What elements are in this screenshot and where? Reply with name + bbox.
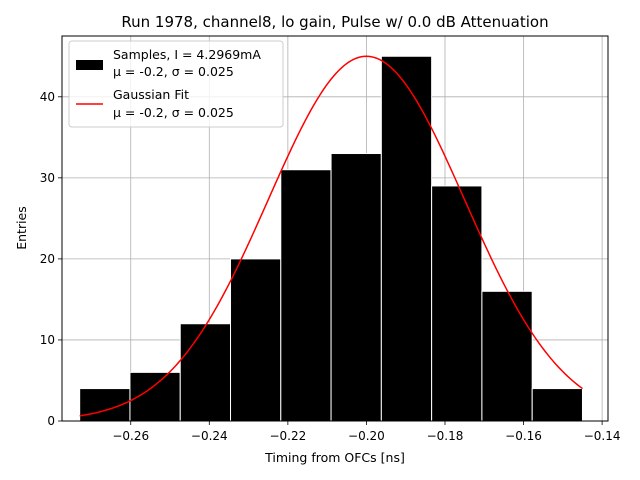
histogram-bar (280, 169, 332, 422)
y-axis-ticks: 0 10 20 30 40 (40, 90, 62, 428)
legend-samples-stats: μ = -0.2, σ = 0.025 (113, 64, 234, 79)
x-tick-label: −0.14 (584, 429, 621, 443)
x-tick-label: −0.26 (112, 429, 149, 443)
legend-samples-label: Samples, I = 4.2969mA (113, 47, 261, 62)
legend: Samples, I = 4.2969mA μ = -0.2, σ = 0.02… (68, 40, 284, 128)
y-axis-label: Entries (14, 206, 29, 250)
x-axis-ticks: −0.26 −0.24 −0.22 −0.20 −0.18 −0.16 −0.14 (112, 421, 620, 443)
x-tick-label: −0.16 (505, 429, 542, 443)
histogram-bar (179, 323, 232, 422)
histogram-bar (230, 258, 282, 422)
plot-frame (61, 35, 609, 422)
y-tick-label: 10 (40, 333, 55, 347)
histogram-bars (79, 55, 583, 422)
y-tick-label: 30 (40, 171, 55, 185)
legend-samples-swatch (76, 60, 103, 70)
legend-fit-stats: μ = -0.2, σ = 0.025 (113, 105, 234, 120)
y-tick-label: 0 (47, 414, 55, 428)
gaussian-fit-line (79, 55, 583, 417)
x-tick-label: −0.22 (269, 429, 306, 443)
chart-title: Run 1978, channel8, lo gain, Pulse w/ 0.… (121, 13, 548, 31)
histogram-bar (531, 388, 583, 422)
y-tick-label: 40 (40, 90, 55, 104)
histogram-bar (431, 185, 483, 422)
x-tick-label: −0.20 (348, 429, 385, 443)
y-tick-label: 20 (40, 252, 55, 266)
x-axis-label: Timing from OFCs [ns] (264, 450, 405, 465)
x-tick-label: −0.18 (427, 429, 464, 443)
x-tick-label: −0.24 (191, 429, 228, 443)
legend-box (68, 40, 284, 128)
histogram-bar (380, 55, 433, 422)
histogram-bar (481, 290, 533, 422)
histogram-bar (330, 153, 382, 422)
legend-fit-label: Gaussian Fit (113, 87, 189, 102)
